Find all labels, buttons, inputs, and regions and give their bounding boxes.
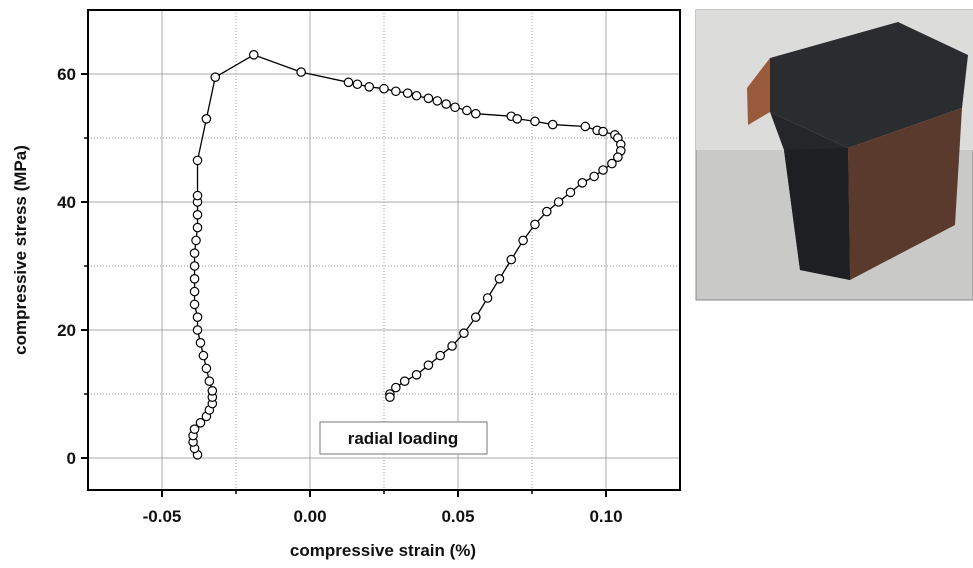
data-point bbox=[189, 273, 200, 284]
data-point bbox=[598, 165, 608, 175]
y-axis-title: compressive stress (MPa) bbox=[11, 145, 30, 355]
data-point bbox=[607, 158, 617, 169]
data-point bbox=[364, 82, 374, 92]
data-point bbox=[432, 96, 443, 106]
data-point bbox=[547, 119, 558, 130]
x-tick-label: 0.00 bbox=[293, 507, 326, 526]
data-point bbox=[189, 248, 200, 258]
data-point bbox=[450, 102, 460, 113]
data-point bbox=[506, 254, 517, 265]
data-point bbox=[423, 93, 434, 104]
data-point bbox=[577, 178, 588, 188]
data-point bbox=[423, 360, 434, 370]
annotation-box bbox=[319, 421, 488, 455]
data-point bbox=[399, 376, 410, 386]
x-tick-label: -0.05 bbox=[143, 507, 182, 526]
data-point bbox=[470, 108, 481, 119]
data-point bbox=[343, 77, 354, 88]
data-point bbox=[391, 382, 401, 393]
y-tick-label: 0 bbox=[67, 449, 76, 468]
data-point bbox=[402, 88, 413, 98]
data-point bbox=[482, 293, 493, 303]
data-point bbox=[201, 114, 212, 124]
data-point bbox=[411, 369, 422, 380]
data-point bbox=[530, 219, 540, 230]
data-point bbox=[204, 376, 215, 386]
data-point bbox=[191, 235, 201, 246]
data-point bbox=[530, 116, 540, 127]
data-point bbox=[518, 235, 528, 246]
data-point bbox=[447, 341, 457, 351]
y-tick-label: 60 bbox=[57, 65, 76, 84]
data-point bbox=[207, 385, 218, 396]
data-point bbox=[613, 152, 623, 162]
x-tick-label: 0.10 bbox=[589, 507, 622, 526]
data-point bbox=[379, 83, 389, 94]
data-point bbox=[385, 392, 395, 402]
data-point bbox=[494, 273, 505, 284]
data-point bbox=[192, 210, 203, 220]
data-line bbox=[192, 54, 622, 456]
data-point bbox=[441, 99, 451, 109]
data-point bbox=[411, 90, 422, 101]
data-point bbox=[201, 363, 212, 374]
data-point bbox=[435, 350, 446, 361]
data-point bbox=[189, 286, 200, 297]
data-point bbox=[565, 187, 576, 198]
data-point bbox=[598, 126, 608, 137]
data-point bbox=[195, 337, 206, 348]
data-point bbox=[192, 155, 203, 166]
data-point bbox=[198, 350, 209, 361]
data-point bbox=[210, 72, 221, 82]
annotation: radial loading bbox=[348, 429, 459, 448]
data-point bbox=[248, 49, 259, 60]
data-point bbox=[189, 299, 200, 310]
data-point bbox=[352, 79, 363, 90]
data-point bbox=[459, 328, 469, 338]
data-point bbox=[470, 312, 481, 322]
y-tick-label: 40 bbox=[57, 193, 76, 212]
data-point bbox=[553, 197, 564, 207]
photo bbox=[695, 9, 973, 301]
data-point bbox=[391, 86, 401, 97]
data-point bbox=[589, 171, 599, 182]
y-tick-label: 20 bbox=[57, 321, 76, 340]
data-point bbox=[192, 325, 203, 335]
data-point bbox=[541, 206, 552, 217]
data-point bbox=[580, 121, 591, 132]
x-tick-label: 0.05 bbox=[441, 507, 474, 526]
data-point bbox=[296, 67, 306, 77]
data-point bbox=[192, 190, 203, 201]
x-axis-title: compressive strain (%) bbox=[290, 541, 476, 560]
data-point bbox=[462, 105, 472, 116]
data-point bbox=[512, 114, 522, 124]
data-point bbox=[192, 222, 203, 233]
data-point bbox=[192, 312, 203, 322]
data-point bbox=[189, 261, 200, 271]
data-point bbox=[189, 424, 200, 434]
data-point bbox=[195, 417, 206, 428]
